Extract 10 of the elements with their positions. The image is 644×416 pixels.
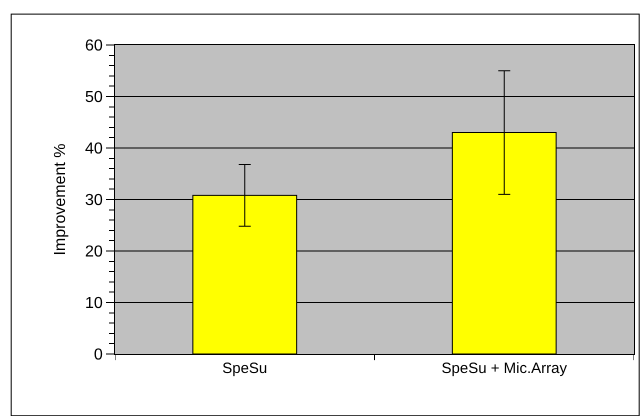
y-tick-label: 10 bbox=[85, 295, 103, 312]
x-tick-label: SpeSu + Mic.Array bbox=[442, 360, 568, 377]
y-tick-label: 20 bbox=[85, 244, 103, 261]
y-axis-title: Improvement % bbox=[52, 143, 69, 256]
y-tick-label: 60 bbox=[85, 38, 103, 55]
y-tick-label: 50 bbox=[85, 89, 103, 106]
y-tick-label: 0 bbox=[94, 346, 103, 364]
y-tick-label: 40 bbox=[85, 140, 103, 158]
x-tick-label: SpeSu bbox=[222, 360, 268, 377]
y-tick-label: 30 bbox=[85, 192, 103, 210]
